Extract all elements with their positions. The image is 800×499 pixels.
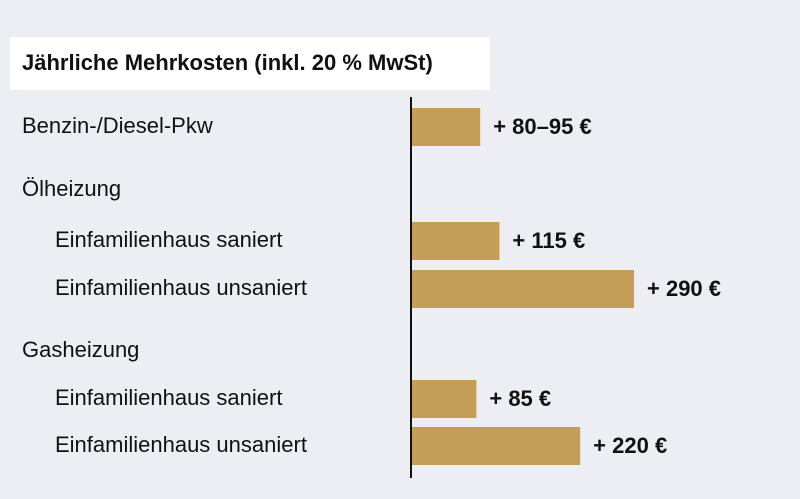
value-label: + 115 € — [512, 228, 585, 253]
value-label: + 80–95 € — [493, 114, 591, 139]
category-label: Einfamilienhaus unsaniert — [55, 275, 307, 300]
chart-title: Jährliche Mehrkosten (inkl. 20 % MwSt) — [22, 50, 433, 75]
category-label: Einfamilienhaus saniert — [55, 385, 282, 410]
title-box — [10, 37, 490, 90]
bar — [412, 427, 581, 465]
bar — [412, 222, 500, 260]
category-label: Benzin-/Diesel-Pkw — [22, 113, 213, 138]
bar — [412, 270, 634, 308]
value-label: + 220 € — [593, 433, 667, 458]
bar — [412, 380, 477, 418]
category-label: Einfamilienhaus unsaniert — [55, 432, 307, 457]
category-label: Einfamilienhaus saniert — [55, 227, 282, 252]
value-label: + 85 € — [489, 386, 551, 411]
group-label: Ölheizung — [22, 176, 121, 201]
group-label: Gasheizung — [22, 337, 139, 362]
value-label: + 290 € — [647, 276, 721, 301]
bar — [412, 108, 481, 146]
